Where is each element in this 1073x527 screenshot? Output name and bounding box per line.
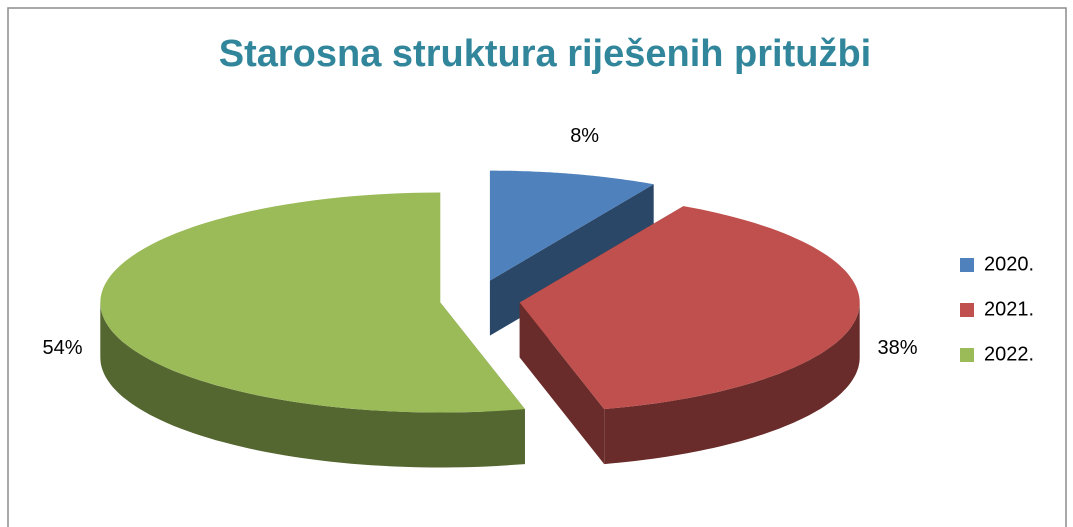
- legend-swatch: [960, 348, 974, 362]
- data-label: 8%: [570, 125, 599, 147]
- slice-side: [519, 302, 605, 465]
- chart-title: Starosna struktura riješenih pritužbi: [219, 33, 871, 75]
- slice-side: [604, 302, 860, 465]
- slice: [489, 170, 654, 281]
- legend-label: 2022.: [984, 343, 1034, 365]
- legend-swatch: [960, 258, 974, 272]
- data-label: 54%: [43, 337, 83, 359]
- slice: [519, 206, 860, 410]
- data-label: 38%: [877, 337, 917, 359]
- legend-label: 2021.: [984, 298, 1034, 320]
- legend-swatch: [960, 303, 974, 317]
- legend-label: 2020.: [984, 253, 1034, 275]
- slice-side: [100, 302, 525, 468]
- slice: [100, 192, 525, 413]
